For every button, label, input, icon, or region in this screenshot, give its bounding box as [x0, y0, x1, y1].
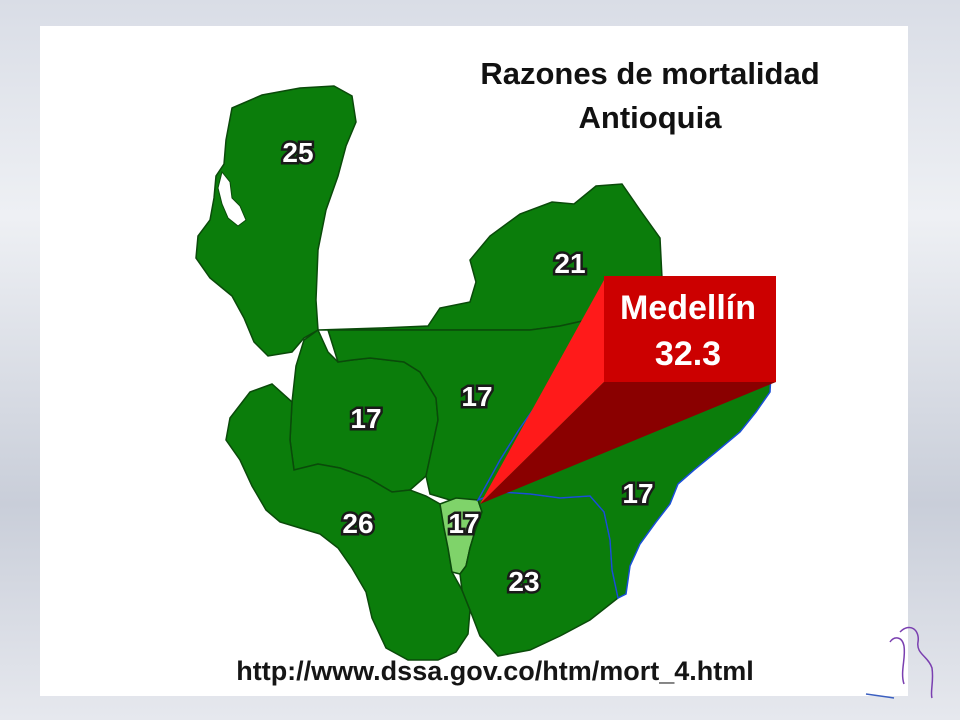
source-url[interactable]: http://www.dssa.gov.co/htm/mort_4.html [236, 656, 754, 686]
label-norte: 21 [554, 248, 585, 279]
callout-city: Medellín [620, 289, 756, 327]
gulf-of-uraba [217, 170, 247, 227]
callout-value: 32.3 [655, 335, 721, 373]
medellin-callout: Medellín 32.3 [480, 276, 776, 504]
title-line-1: Razones de mortalidad [480, 56, 820, 91]
callout-pointer-top [480, 280, 604, 504]
label-suroeste: 26 [342, 508, 373, 539]
callout-pointer-bottom [480, 382, 776, 504]
label-oriente: 23 [508, 566, 539, 597]
label-valle-aburra: 17 [448, 508, 479, 539]
title-line-2: Antioquia [578, 100, 722, 135]
callout-box [604, 276, 776, 382]
label-magdalena-medio: 17 [622, 478, 653, 509]
label-centro: 17 [461, 381, 492, 412]
handwritten-mark [865, 626, 934, 699]
label-uraba: 25 [282, 137, 313, 168]
label-occidente: 17 [350, 403, 381, 434]
region-uraba[interactable] [195, 85, 357, 357]
page-title: Razones de mortalidad Antioquia [430, 52, 870, 140]
